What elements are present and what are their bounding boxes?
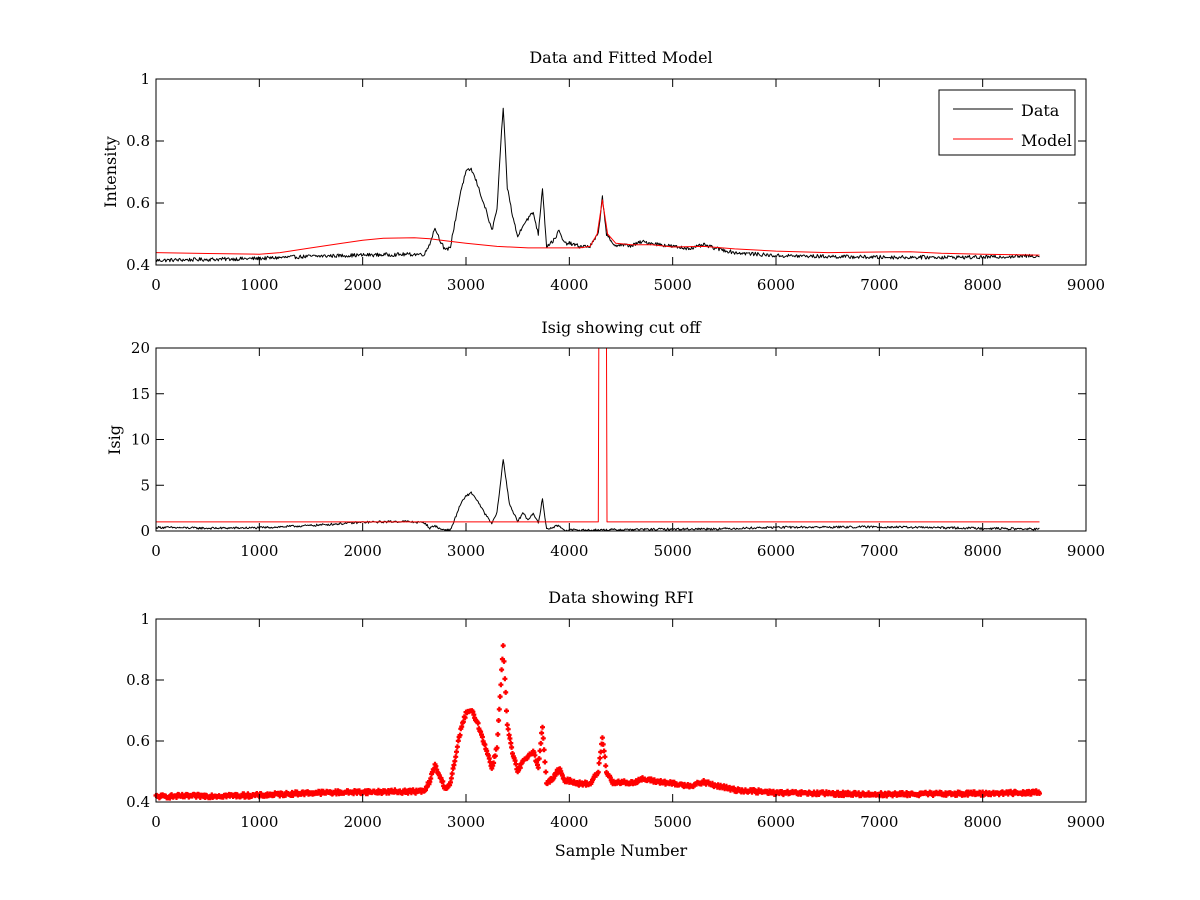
ytick-label-bottom: 1 bbox=[140, 610, 150, 628]
ticks-group-bottom: 0 1000 2000 3000 4000 5000 6000 7000 8000 9000 0.4… bbox=[126, 610, 1105, 831]
legend-box bbox=[938, 89, 1076, 156]
xtick-label-top: 4000 bbox=[550, 276, 588, 294]
ylabel-top: Intensity bbox=[101, 136, 120, 208]
xtick-label-middle: 7000 bbox=[860, 542, 898, 560]
xtick-label-middle: 6000 bbox=[757, 542, 795, 560]
ytick-label-middle: 10 bbox=[131, 431, 150, 449]
series-line-top-1 bbox=[155, 199, 1040, 256]
ytick-label-bottom: 0.8 bbox=[126, 671, 150, 689]
xtick-label-top: 9000 bbox=[1067, 276, 1105, 294]
ytick-label-middle: 20 bbox=[131, 339, 150, 357]
xtick-label-top: 0 bbox=[151, 276, 161, 294]
axes-box-bottom bbox=[155, 618, 1087, 803]
xtick-label-top: 7000 bbox=[860, 276, 898, 294]
xtick-label-bottom: 4000 bbox=[550, 813, 588, 831]
xtick-label-top: 6000 bbox=[757, 276, 795, 294]
ytick-label-top: 1 bbox=[140, 70, 150, 88]
ytick-label-bottom: 0.6 bbox=[126, 732, 150, 750]
panel-top: 0 1000 2000 3000 4000 5000 6000 7000 8000 9000 0.4… bbox=[101, 48, 1105, 294]
xtick-label-bottom: 3000 bbox=[447, 813, 485, 831]
ytick-label-middle: 0 bbox=[140, 522, 150, 540]
plot-area-bottom bbox=[156, 619, 1086, 802]
chart-title-top: Data and Fitted Model bbox=[529, 48, 712, 67]
ytick-label-top: 0.4 bbox=[126, 256, 150, 274]
series-line-middle-0 bbox=[155, 459, 1040, 532]
legend-label-data: Data bbox=[1021, 101, 1060, 120]
xtick-label-top: 1000 bbox=[240, 276, 278, 294]
ytick-label-top: 0.6 bbox=[126, 194, 150, 212]
xtick-label-middle: 0 bbox=[151, 542, 161, 560]
xtick-label-middle: 4000 bbox=[550, 542, 588, 560]
xtick-label-top: 8000 bbox=[964, 276, 1002, 294]
ticks-group-top: 0 1000 2000 3000 4000 5000 6000 7000 8000 9000 0.4… bbox=[126, 70, 1105, 294]
panel-bottom: 0 1000 2000 3000 4000 5000 6000 7000 8000 9000 0.4… bbox=[126, 588, 1105, 860]
xtick-label-middle: 2000 bbox=[344, 542, 382, 560]
chart-title-middle: Isig showing cut off bbox=[541, 318, 702, 337]
xtick-label-top: 5000 bbox=[654, 276, 692, 294]
plot-area-top bbox=[156, 79, 1086, 265]
ytick-label-middle: 5 bbox=[140, 476, 150, 494]
series-group-top bbox=[155, 107, 1040, 263]
xtick-label-bottom: 6000 bbox=[757, 813, 795, 831]
ticks-group-middle: 0 1000 2000 3000 4000 5000 6000 7000 8000 9000 0 5 1… bbox=[131, 339, 1105, 560]
xlabel-bottom: Sample Number bbox=[555, 841, 688, 860]
xtick-label-middle: 8000 bbox=[964, 542, 1002, 560]
xtick-label-bottom: 9000 bbox=[1067, 813, 1105, 831]
chart-title-bottom: Data showing RFI bbox=[548, 588, 693, 607]
plot-area-middle bbox=[156, 348, 1086, 531]
ytick-label-middle: 15 bbox=[131, 385, 150, 403]
ytick-label-bottom: 0.4 bbox=[126, 793, 150, 811]
xtick-label-top: 3000 bbox=[447, 276, 485, 294]
axes-box-top bbox=[155, 78, 1087, 266]
xtick-label-middle: 3000 bbox=[447, 542, 485, 560]
ytick-label-top: 0.8 bbox=[126, 132, 150, 150]
xtick-label-bottom: 0 bbox=[151, 813, 161, 831]
xtick-label-bottom: 1000 bbox=[240, 813, 278, 831]
xtick-label-middle: 5000 bbox=[654, 542, 692, 560]
legend-top: Data Model bbox=[938, 89, 1076, 156]
xtick-label-bottom: 2000 bbox=[344, 813, 382, 831]
xtick-label-middle: 9000 bbox=[1067, 542, 1105, 560]
xtick-label-middle: 1000 bbox=[240, 542, 278, 560]
legend-label-model: Model bbox=[1021, 131, 1072, 150]
xtick-label-bottom: 8000 bbox=[964, 813, 1002, 831]
ylabel-middle: Isig bbox=[105, 425, 124, 455]
xtick-label-bottom: 7000 bbox=[860, 813, 898, 831]
panel-middle: 0 1000 2000 3000 4000 5000 6000 7000 8000 9000 0 5 1… bbox=[105, 318, 1105, 560]
xtick-label-bottom: 5000 bbox=[654, 813, 692, 831]
xtick-label-top: 2000 bbox=[344, 276, 382, 294]
